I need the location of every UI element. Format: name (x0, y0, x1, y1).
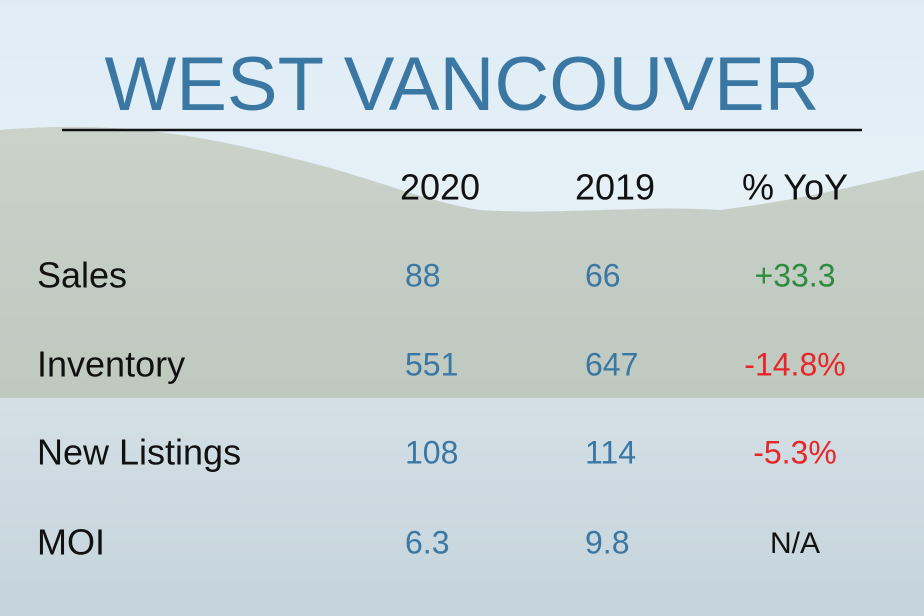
cell: 114 (585, 434, 636, 470)
column-header: % YoY (742, 167, 848, 208)
cell: +33.3 (755, 257, 836, 293)
cell: 66 (585, 257, 621, 293)
cell: 88 (405, 257, 441, 293)
title: WEST VANCOUVER (104, 42, 819, 127)
cell: -14.8% (744, 346, 845, 382)
cell: 9.8 (585, 524, 629, 560)
cell: 647 (585, 346, 638, 382)
table: 2020 2019 % YoY Sales 88 66 +33.3 Inventory 551 6… (37, 167, 848, 563)
column-header: 2020 (400, 167, 480, 208)
row-label: New Listings (37, 432, 241, 473)
cell: 6.3 (405, 524, 449, 560)
column-header: 2019 (575, 167, 655, 208)
cell: -5.3% (753, 434, 837, 470)
cell: N/A (770, 527, 820, 560)
row-label: Inventory (37, 344, 185, 385)
cell: 108 (405, 434, 458, 470)
row-label: MOI (37, 522, 105, 563)
cell: 551 (405, 346, 458, 382)
row-label: Sales (37, 255, 127, 296)
